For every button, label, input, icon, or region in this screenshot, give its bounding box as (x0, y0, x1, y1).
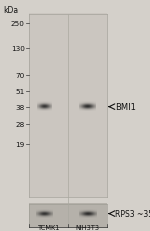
Text: 38: 38 (15, 104, 25, 110)
Text: TCMK1: TCMK1 (38, 224, 60, 230)
Text: 70: 70 (15, 73, 25, 79)
Text: 130: 130 (11, 46, 25, 52)
Text: 51: 51 (15, 88, 25, 94)
Text: NIH3T3: NIH3T3 (76, 224, 100, 230)
Text: 28: 28 (15, 121, 25, 127)
Text: 250: 250 (11, 21, 25, 27)
Text: BMI1: BMI1 (115, 103, 136, 112)
Text: RPS3 ~35 kDa: RPS3 ~35 kDa (115, 209, 150, 218)
Text: 19: 19 (15, 141, 25, 147)
Text: kDa: kDa (3, 6, 18, 15)
